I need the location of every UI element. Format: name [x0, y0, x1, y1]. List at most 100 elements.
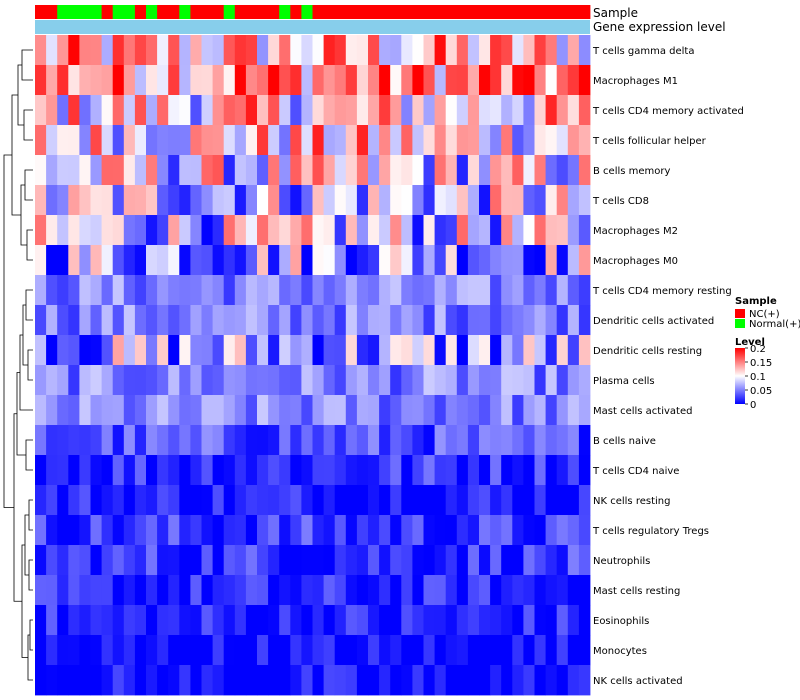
- heatmap-cell: [578, 635, 591, 666]
- heatmap-cell: [312, 365, 324, 396]
- heatmap-cell: [467, 335, 480, 366]
- heatmap-cell: [245, 155, 258, 186]
- heatmap-cell: [445, 545, 458, 576]
- heatmap-cell: [534, 545, 546, 576]
- heatmap-cell: [534, 515, 546, 546]
- heatmap-cell: [490, 125, 502, 156]
- heatmap-cell: [223, 215, 236, 246]
- heatmap-cell: [179, 155, 191, 186]
- heatmap-cell: [190, 185, 202, 216]
- row-label: T cells regulatory Tregs: [592, 526, 709, 537]
- heatmap-cell: [345, 605, 358, 636]
- heatmap-cell: [368, 365, 380, 396]
- heatmap-cell: [245, 545, 258, 576]
- heatmap-cell: [445, 455, 458, 486]
- heatmap-cell: [112, 155, 125, 186]
- heatmap-cell: [245, 275, 258, 306]
- heatmap-cell: [212, 425, 225, 456]
- heatmap-cell: [245, 605, 258, 636]
- heatmap-cell: [490, 395, 502, 426]
- heatmap-cell: [179, 35, 191, 66]
- heatmap-cell: [90, 575, 102, 606]
- heatmap-cell: [368, 335, 380, 366]
- heatmap-cell: [490, 155, 502, 186]
- heatmap-cell: [534, 125, 546, 156]
- heatmap-cell: [534, 605, 546, 636]
- heatmap-cell: [423, 215, 435, 246]
- heatmap-cell: [290, 545, 302, 576]
- heatmap-cell: [401, 335, 413, 366]
- heatmap-cell: [490, 605, 502, 636]
- heatmap-cell: [512, 305, 524, 336]
- heatmap-cell: [101, 305, 114, 336]
- heatmap-cell: [257, 335, 269, 366]
- heatmap-cell: [134, 245, 147, 276]
- heatmap-cell: [79, 665, 91, 696]
- heatmap-cell: [57, 545, 69, 576]
- heatmap-cell: [312, 605, 324, 636]
- heatmap-cell: [334, 515, 347, 546]
- legend-nc-label: NC(+): [749, 309, 780, 320]
- heatmap-cell: [456, 665, 469, 696]
- heatmap-cell: [379, 575, 391, 606]
- heatmap-cell: [212, 275, 225, 306]
- sample-annotation-cell: [112, 5, 125, 19]
- heatmap-cell: [301, 635, 313, 666]
- heatmap-cell: [146, 95, 158, 126]
- heatmap-cell: [90, 635, 102, 666]
- heatmap-cell: [567, 425, 580, 456]
- heatmap-cell: [201, 185, 213, 216]
- sample-annotation-cell: [146, 5, 158, 19]
- heatmap-cell: [534, 215, 546, 246]
- heatmap-cell: [445, 35, 458, 66]
- heatmap-cell: [257, 155, 269, 186]
- heatmap-cell: [467, 245, 480, 276]
- heatmap-cell: [257, 185, 269, 216]
- heatmap-cell: [312, 215, 324, 246]
- heatmap-cell: [523, 185, 535, 216]
- legend-level-colorbar: [735, 348, 745, 404]
- heatmap-cell: [168, 335, 180, 366]
- legend-level-ticks: 0.2 0.15 0.1 0.05 0: [745, 344, 772, 411]
- heatmap-cell: [57, 515, 69, 546]
- heatmap-cell: [345, 155, 358, 186]
- heatmap-cell: [390, 305, 402, 336]
- heatmap-cell: [578, 365, 591, 396]
- heatmap-cell: [223, 125, 236, 156]
- heatmap-cell: [534, 365, 546, 396]
- heatmap-cell: [168, 215, 180, 246]
- heatmap-cell: [412, 245, 424, 276]
- heatmap-cell: [423, 395, 435, 426]
- heatmap-cell: [323, 605, 336, 636]
- heatmap-cell: [279, 215, 291, 246]
- heatmap-cell: [134, 95, 147, 126]
- heatmap-cell: [179, 305, 191, 336]
- heatmap-cell: [312, 635, 324, 666]
- heatmap-cell: [179, 95, 191, 126]
- heatmap-cell: [412, 665, 424, 696]
- heatmap-cell: [412, 545, 424, 576]
- heatmap-cell: [268, 425, 280, 456]
- row-label: Eosinophils: [593, 616, 649, 627]
- dendrogram-link: [16, 372, 26, 456]
- heatmap-cell: [545, 245, 558, 276]
- heatmap-cell: [434, 185, 447, 216]
- heatmap-cell: [379, 65, 391, 96]
- heatmap-cell: [57, 155, 69, 186]
- heatmap-cell: [401, 665, 413, 696]
- heatmap-cell: [90, 665, 102, 696]
- heatmap-cell: [312, 185, 324, 216]
- heatmap-cell: [534, 35, 546, 66]
- heatmap-cell: [190, 35, 202, 66]
- heatmap-cell: [434, 665, 447, 696]
- heatmap-cell: [368, 125, 380, 156]
- heatmap-cell: [168, 245, 180, 276]
- heatmap-cell: [268, 335, 280, 366]
- heatmap-cell: [501, 575, 513, 606]
- heatmap-cell: [312, 35, 324, 66]
- heatmap-cell: [523, 245, 535, 276]
- heatmap-cell: [556, 455, 569, 486]
- heatmap-cell: [134, 425, 147, 456]
- heatmap-cell: [334, 305, 347, 336]
- heatmap-cell: [490, 455, 502, 486]
